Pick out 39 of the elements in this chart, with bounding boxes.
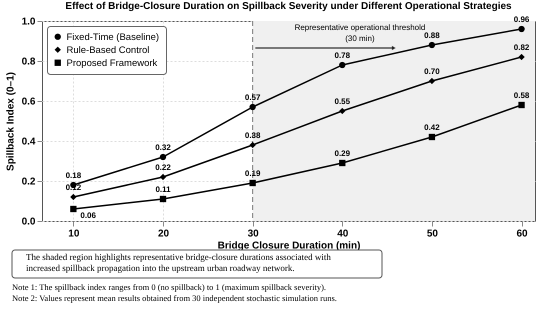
data-label: 0.58 [514, 91, 530, 100]
data-label: 0.18 [66, 171, 82, 180]
data-label: 0.42 [424, 123, 440, 132]
data-label: 0.70 [424, 67, 440, 76]
data-label: 0.38 [244, 131, 261, 140]
y-tick-label: 0.0 [22, 216, 36, 228]
data-label: 0.11 [155, 185, 172, 194]
data-label: 0.55 [334, 97, 351, 106]
x-tick-label: 10 [68, 228, 80, 240]
data-label: 0.78 [334, 51, 351, 60]
x-tick-label: 20 [158, 228, 170, 240]
chart-title: Effect of Bridge-Closure Duration on Spillback Severity under Different Operational Strategies [65, 1, 512, 12]
legend-label: Fixed-Time (Baseline) [66, 32, 160, 43]
y-axis-title: Spillback Index (0–1) [6, 72, 17, 171]
data-label: 0.96 [514, 15, 530, 24]
legend-label: Rule-Based Control [66, 44, 150, 56]
data-label: 0.88 [424, 31, 440, 40]
x-tick-label: 60 [516, 228, 528, 240]
x-axis-title: Bridge Closure Duration (min) [218, 240, 360, 252]
text: Note 2: Values represent mean results obtained from 30 independent stochastic simulation runs. [12, 293, 337, 303]
x-tick-label: 30 [248, 228, 260, 240]
data-label: 0.22 [155, 163, 172, 172]
y-tick-label: 0.2 [22, 176, 36, 188]
data-label: 0.29 [334, 149, 351, 158]
data-label: 0.57 [244, 93, 261, 102]
data-label: 0.32 [155, 143, 172, 152]
data-label: 0.82 [514, 43, 530, 52]
y-tick-label: 0.6 [22, 96, 36, 108]
y-tick-label: 0.4 [22, 136, 36, 148]
y-tick-label: 0.8 [22, 56, 36, 68]
data-label: 0.19 [244, 169, 261, 178]
data-label: 0.06 [80, 211, 96, 220]
y-tick-label: 1.0 [22, 16, 36, 28]
x-tick-label: 50 [426, 228, 438, 240]
text: The shaded region highlights representative bridge-closure durations associated with increased spillback propagation into the upstream urban roadway network. [26, 252, 332, 273]
legend-label: Proposed Framework [66, 58, 158, 69]
text: Note 1: The spillback index ranges from 0 (no spillback) to 1 (maximum spillback severity). [12, 282, 326, 292]
ref-line-label: Representative operational threshold (30 min) [294, 23, 426, 43]
x-tick-label: 40 [337, 228, 349, 240]
